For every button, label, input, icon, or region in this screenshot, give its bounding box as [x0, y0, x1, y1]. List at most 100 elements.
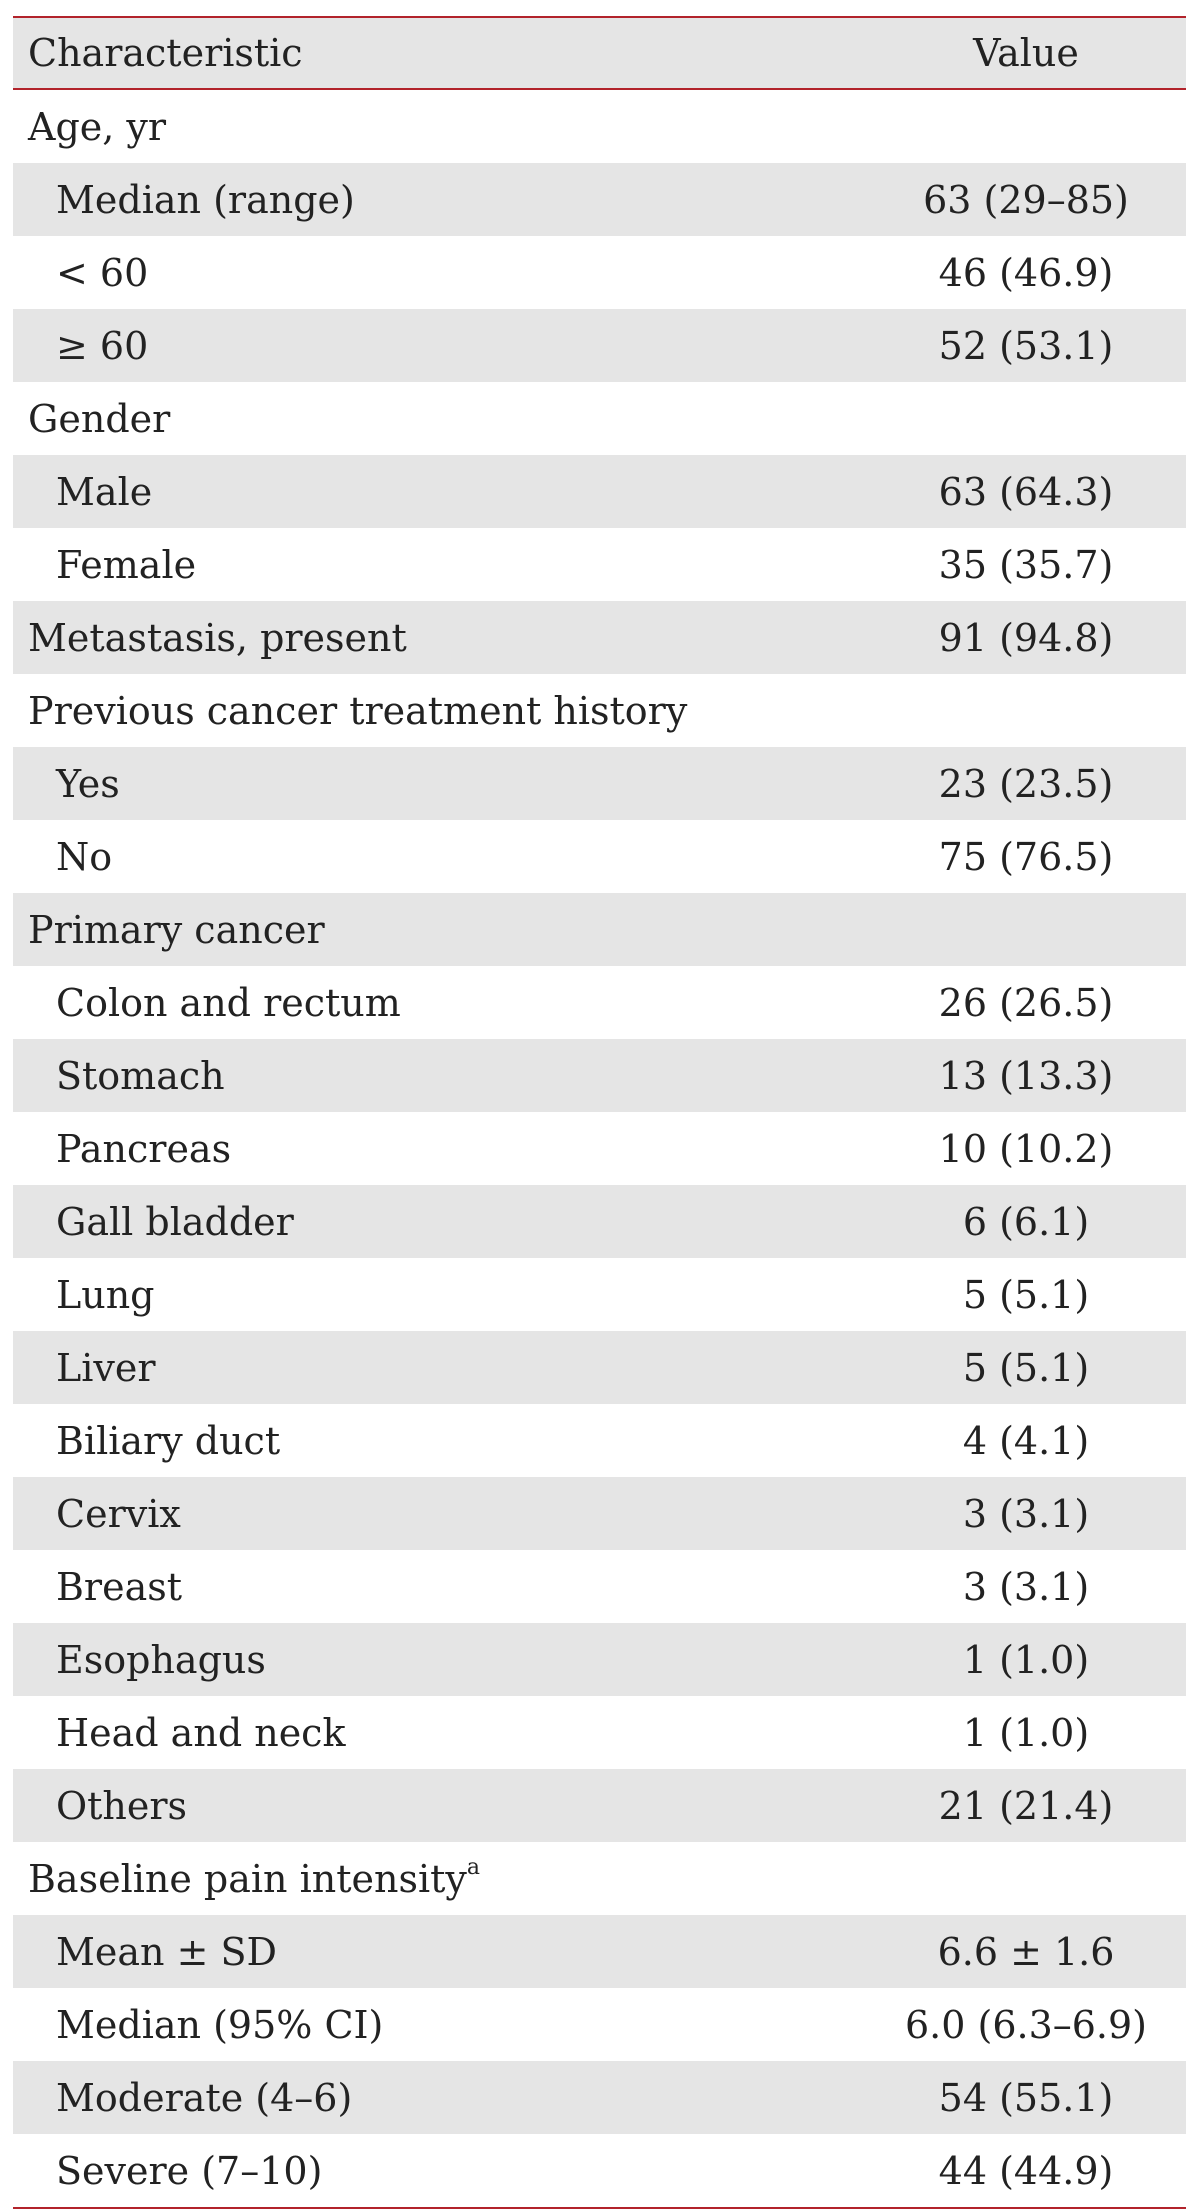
table-row: Esophagus 1 (1.0): [13, 1623, 1186, 1696]
top-rule: [13, 16, 1186, 18]
row-value: 35 (35.7): [938, 542, 1114, 587]
row-value: 23 (23.5): [938, 761, 1114, 806]
row-value: 6.6 ± 1.6: [937, 1929, 1115, 1974]
row-label-text: Severe (7–10): [56, 2148, 323, 2193]
table-row: Head and neck 1 (1.0): [13, 1696, 1186, 1769]
row-label-text: Breast: [56, 1564, 183, 1609]
row-label-text: Median (95% CI): [56, 2002, 384, 2047]
row-label-text: ≥ 60: [56, 323, 149, 368]
row-label: ≥ 60: [13, 324, 866, 368]
table-row: Median (95% CI) 6.0 (6.3–6.9): [13, 1988, 1186, 2061]
row-value: 5 (5.1): [962, 1345, 1090, 1390]
row-value: 75 (76.5): [938, 834, 1114, 879]
row-value: 1 (1.0): [962, 1710, 1090, 1755]
row-value: 46 (46.9): [938, 250, 1114, 295]
table-row: Others 21 (21.4): [13, 1769, 1186, 1842]
row-value: 6 (6.1): [962, 1199, 1090, 1244]
row-label-text: Yes: [56, 761, 120, 806]
row-value: 10 (10.2): [938, 1126, 1114, 1171]
header-value: Value: [973, 31, 1079, 75]
table-row: Stomach 13 (13.3): [13, 1039, 1186, 1112]
row-label-text: Metastasis, present: [28, 615, 407, 660]
row-label: Metastasis, present: [13, 616, 866, 660]
row-label-text: Mean ± SD: [56, 1929, 278, 1974]
row-label-text: Baseline pain intensity: [28, 1856, 467, 1901]
characteristics-table: Characteristic Value Age, yr Median (rang…: [13, 16, 1186, 2209]
row-label-text: Esophagus: [56, 1637, 266, 1682]
row-label: Biliary duct: [13, 1419, 866, 1463]
footnote-marker: a: [466, 1854, 480, 1880]
row-label-text: Gall bladder: [56, 1199, 294, 1244]
table-row: Cervix 3 (3.1): [13, 1477, 1186, 1550]
row-value: 44 (44.9): [938, 2148, 1114, 2193]
row-label-text: No: [56, 834, 113, 879]
row-label: Others: [13, 1784, 866, 1828]
row-label-text: Pancreas: [56, 1126, 232, 1171]
row-label-text: < 60: [56, 250, 149, 295]
row-label-text: Median (range): [56, 177, 355, 222]
row-label: Median (95% CI): [13, 2003, 866, 2047]
row-label-text: Female: [56, 542, 197, 587]
row-value: 91 (94.8): [938, 615, 1114, 660]
table-row: Colon and rectum 26 (26.5): [13, 966, 1186, 1039]
row-value: 6.0 (6.3–6.9): [904, 2002, 1148, 2047]
row-label: Mean ± SD: [13, 1930, 866, 1974]
row-value: 4 (4.1): [962, 1418, 1090, 1463]
row-value: 54 (55.1): [938, 2075, 1114, 2120]
row-label: Pancreas: [13, 1127, 866, 1171]
row-label-text: Biliary duct: [56, 1418, 281, 1463]
table-row: Pancreas 10 (10.2): [13, 1112, 1186, 1185]
row-label: Cervix: [13, 1492, 866, 1536]
table-row: Moderate (4–6) 54 (55.1): [13, 2061, 1186, 2134]
row-label-text: Moderate (4–6): [56, 2075, 353, 2120]
table-row: Gall bladder 6 (6.1): [13, 1185, 1186, 1258]
row-label-text: Gender: [28, 396, 171, 441]
row-label-text: Previous cancer treatment history: [28, 688, 688, 733]
header-characteristic: Characteristic: [28, 31, 303, 75]
row-label-text: Others: [56, 1783, 188, 1828]
table-row: Yes 23 (23.5): [13, 747, 1186, 820]
table-row: Lung 5 (5.1): [13, 1258, 1186, 1331]
row-label: Gender: [13, 397, 866, 441]
row-label: Lung: [13, 1273, 866, 1317]
row-label-text: Stomach: [56, 1053, 225, 1098]
table-row: No 75 (76.5): [13, 820, 1186, 893]
row-value: 3 (3.1): [962, 1564, 1090, 1609]
row-value: 21 (21.4): [938, 1783, 1114, 1828]
table-row: Mean ± SD 6.6 ± 1.6: [13, 1915, 1186, 1988]
table-row: Severe (7–10) 44 (44.9): [13, 2134, 1186, 2207]
row-value: 3 (3.1): [962, 1491, 1090, 1536]
table-body: Age, yr Median (range) 63 (29–85) < 60 46 (4…: [13, 90, 1186, 2207]
row-value: 63 (64.3): [938, 469, 1114, 514]
row-label-text: Lung: [56, 1272, 155, 1317]
row-value: 52 (53.1): [938, 323, 1114, 368]
table-row: < 60 46 (46.9): [13, 236, 1186, 309]
table-row: Female 35 (35.7): [13, 528, 1186, 601]
row-value: 26 (26.5): [938, 980, 1114, 1025]
table-row: Median (range) 63 (29–85): [13, 163, 1186, 236]
table-header-row: Characteristic Value: [13, 18, 1186, 88]
table-row: Gender: [13, 382, 1186, 455]
header-rule: [13, 88, 1186, 90]
row-label-text: Liver: [56, 1345, 156, 1390]
row-label: Breast: [13, 1565, 866, 1609]
row-label: Male: [13, 470, 866, 514]
table-row: Male 63 (64.3): [13, 455, 1186, 528]
table-row: ≥ 60 52 (53.1): [13, 309, 1186, 382]
row-label-text: Primary cancer: [28, 907, 325, 952]
table-row: Primary cancer: [13, 893, 1186, 966]
table-row: Age, yr: [13, 90, 1186, 163]
row-label-text: Age, yr: [28, 104, 167, 149]
table-row: Baseline pain intensitya: [13, 1842, 1186, 1915]
row-label: Stomach: [13, 1054, 866, 1098]
table-row: Previous cancer treatment history: [13, 674, 1186, 747]
row-label: Severe (7–10): [13, 2149, 866, 2193]
row-label: Yes: [13, 762, 866, 806]
table-row: Metastasis, present 91 (94.8): [13, 601, 1186, 674]
row-label-text: Male: [56, 469, 153, 514]
row-label: < 60: [13, 251, 866, 295]
row-label-text: Head and neck: [56, 1710, 346, 1755]
table-row: Breast 3 (3.1): [13, 1550, 1186, 1623]
row-label-text: Cervix: [56, 1491, 181, 1536]
row-label: Liver: [13, 1346, 866, 1390]
